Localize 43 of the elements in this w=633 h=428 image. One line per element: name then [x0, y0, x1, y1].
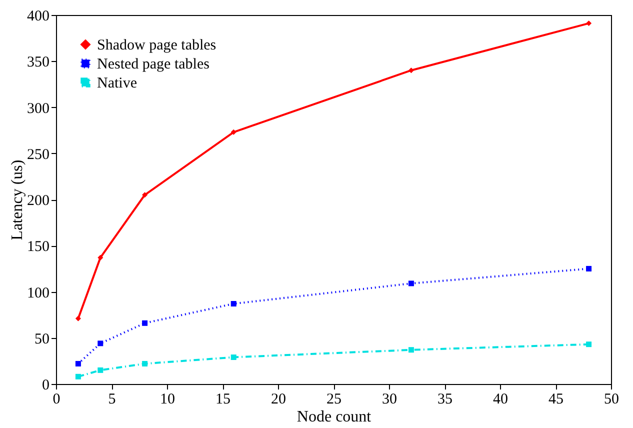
point [408, 347, 414, 353]
x-tick-label: 35 [438, 392, 452, 408]
x-tick-label: 30 [382, 392, 397, 408]
x-tick-label: 5 [108, 392, 116, 408]
point [230, 301, 236, 306]
point [230, 354, 236, 360]
y-tick-label: 50 [34, 331, 50, 348]
point [408, 280, 414, 286]
legend-label: Native [97, 76, 138, 92]
point [98, 340, 104, 346]
point [586, 266, 592, 272]
x-tick-label: 0 [52, 392, 60, 408]
y-tick-label: 250 [27, 146, 50, 163]
point [142, 360, 148, 366]
point [75, 316, 81, 322]
point [408, 68, 414, 74]
point [98, 367, 104, 373]
y-tick-label: 400 [27, 8, 50, 24]
x-tick-label: 25 [326, 392, 342, 408]
y-tick-label: 0 [42, 378, 50, 394]
x-tick-label: 20 [271, 392, 286, 408]
point [98, 254, 104, 260]
point [586, 342, 592, 348]
x-tick-label: 50 [604, 392, 619, 408]
point [142, 320, 148, 326]
y-axis-title: Latency (us) [9, 160, 26, 240]
legend-label: Shadow page tables [97, 38, 216, 54]
x-tick-label: 15 [216, 392, 230, 408]
point [142, 192, 148, 198]
x-tick-label: 40 [493, 392, 508, 408]
x-tick-label: 45 [548, 392, 564, 408]
x-axis-title: Node count [296, 408, 372, 426]
point [75, 360, 81, 366]
point [75, 374, 81, 380]
legend-label: Nested page tables [97, 56, 210, 72]
point [586, 20, 592, 26]
y-tick-label: 300 [27, 100, 50, 117]
y-tick-label: 350 [27, 54, 50, 71]
y-tick-label: 200 [27, 193, 50, 209]
y-tick-label: 100 [27, 285, 50, 302]
y-tick-label: 150 [27, 239, 50, 256]
point [230, 129, 236, 135]
x-tick-label: 10 [160, 392, 175, 408]
